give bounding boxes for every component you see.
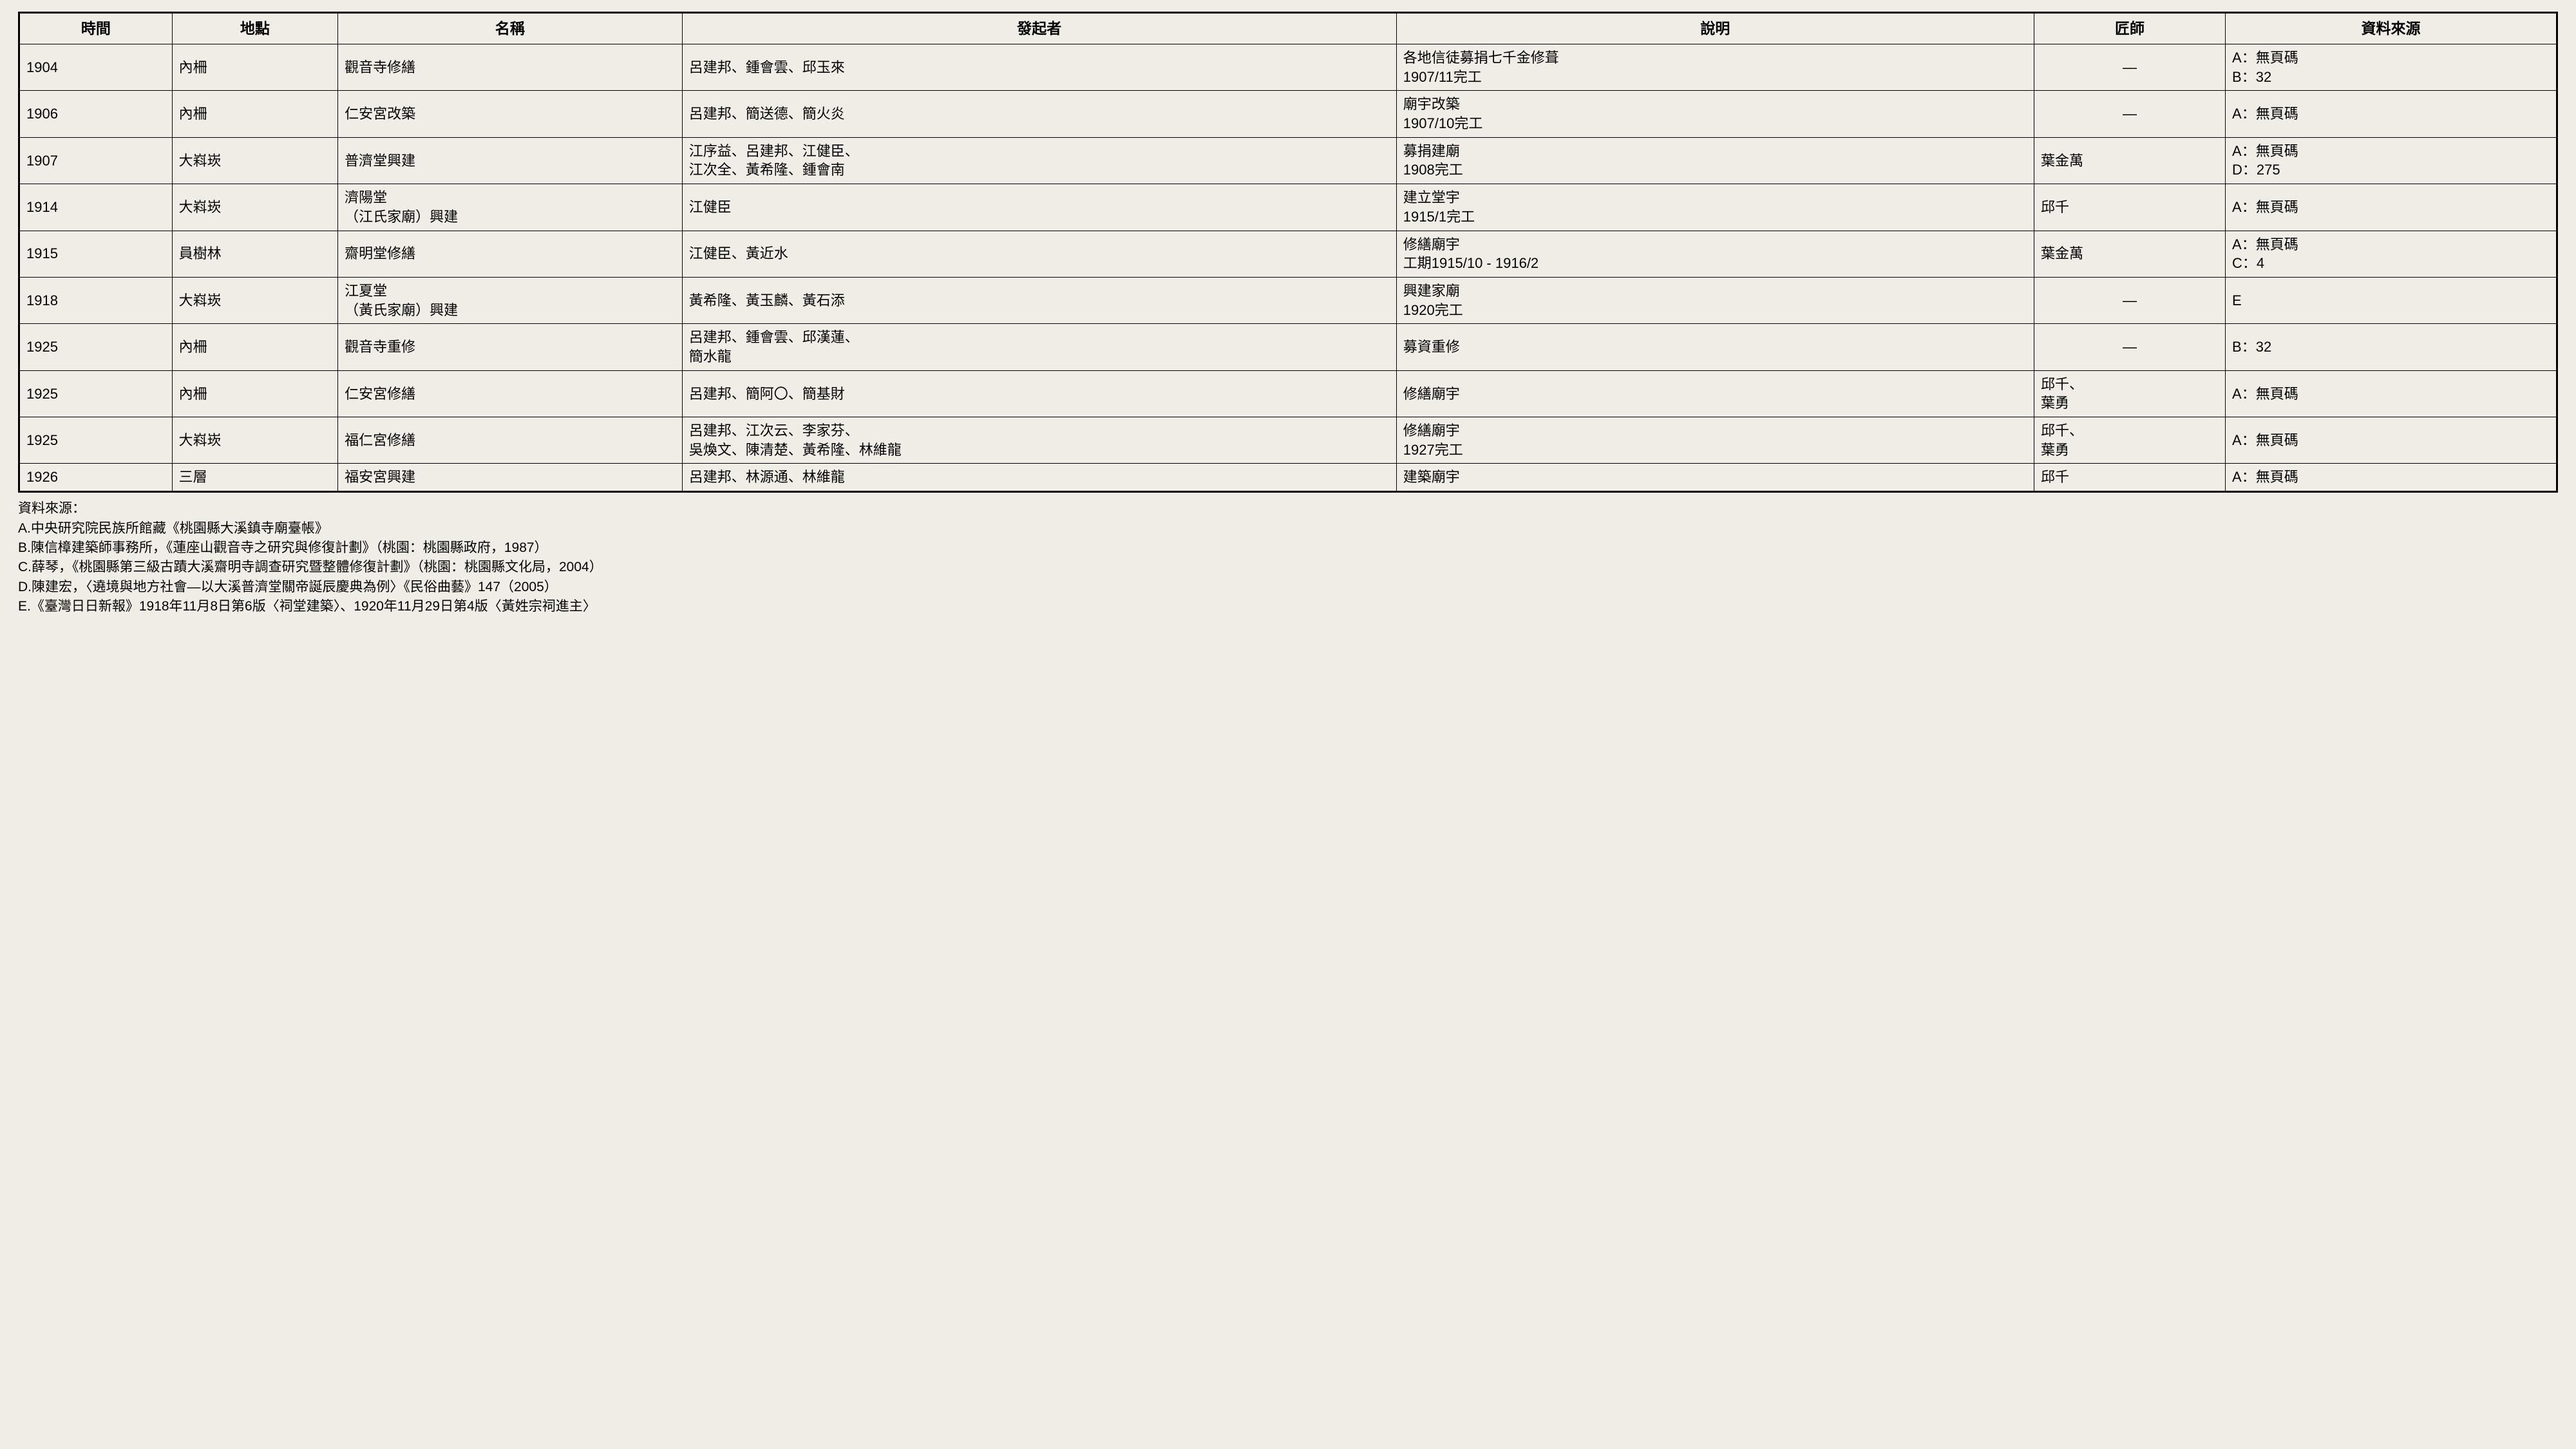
cell-name: 仁安宮改築 (338, 91, 683, 137)
cell-initiator: 呂建邦、鍾會雲、邱玉來 (682, 44, 1396, 91)
cell-master: 邱千 (2034, 184, 2226, 231)
footer-title: 資料來源： (18, 499, 2558, 518)
table-row: 1914大嵙崁濟陽堂 （江氏家廟）興建江健臣建立堂宇 1915/1完工邱千A：無… (19, 184, 2557, 231)
cell-name: 江夏堂 （黃氏家廟）興建 (338, 277, 683, 323)
cell-source: B：32 (2226, 324, 2557, 370)
footer-line: A.中央研究院民族所館藏《桃園縣大溪鎮寺廟臺帳》 (18, 519, 2558, 538)
table-row: 1925內柵觀音寺重修呂建邦、鍾會雲、邱漢蓮、 簡水龍募資重修—B：32 (19, 324, 2557, 370)
cell-time: 1925 (19, 417, 173, 464)
cell-time: 1915 (19, 231, 173, 277)
cell-place: 大嵙崁 (172, 417, 337, 464)
cell-time: 1906 (19, 91, 173, 137)
cell-time: 1926 (19, 464, 173, 492)
cell-place: 內柵 (172, 91, 337, 137)
cell-time: 1914 (19, 184, 173, 231)
cell-master: — (2034, 324, 2226, 370)
cell-desc: 各地信徒募捐七千金修葺 1907/11完工 (1396, 44, 2034, 91)
cell-desc: 廟宇改築 1907/10完工 (1396, 91, 2034, 137)
cell-source: A：無頁碼 D：275 (2226, 137, 2557, 184)
cell-place: 內柵 (172, 370, 337, 417)
cell-name: 濟陽堂 （江氏家廟）興建 (338, 184, 683, 231)
cell-time: 1907 (19, 137, 173, 184)
cell-master: 葉金萬 (2034, 231, 2226, 277)
cell-initiator: 江健臣、黃近水 (682, 231, 1396, 277)
cell-initiator: 黃希隆、黃玉麟、黃石添 (682, 277, 1396, 323)
cell-time: 1925 (19, 370, 173, 417)
table-row: 1925大嵙崁福仁宮修繕呂建邦、江次云、李家芬、 吳煥文、陳清楚、黃希隆、林維龍… (19, 417, 2557, 464)
cell-desc: 修繕廟宇 1927完工 (1396, 417, 2034, 464)
cell-name: 普濟堂興建 (338, 137, 683, 184)
cell-initiator: 呂建邦、鍾會雲、邱漢蓮、 簡水龍 (682, 324, 1396, 370)
cell-source: A：無頁碼 B：32 (2226, 44, 2557, 91)
cell-desc: 募資重修 (1396, 324, 2034, 370)
cell-name: 仁安宮修繕 (338, 370, 683, 417)
source-footer: 資料來源： A.中央研究院民族所館藏《桃園縣大溪鎮寺廟臺帳》B.陳信樟建築師事務… (18, 499, 2558, 617)
table-header: 時間地點名稱發起者說明匠師資料來源 (19, 13, 2557, 44)
cell-master: 邱千 (2034, 464, 2226, 492)
cell-source: E (2226, 277, 2557, 323)
col-header: 名稱 (338, 13, 683, 44)
cell-place: 大嵙崁 (172, 137, 337, 184)
cell-source: A：無頁碼 (2226, 464, 2557, 492)
cell-name: 觀音寺重修 (338, 324, 683, 370)
cell-place: 三層 (172, 464, 337, 492)
cell-master: 葉金萬 (2034, 137, 2226, 184)
cell-place: 內柵 (172, 324, 337, 370)
cell-place: 員樹林 (172, 231, 337, 277)
col-header: 說明 (1396, 13, 2034, 44)
cell-time: 1925 (19, 324, 173, 370)
temple-construction-table: 時間地點名稱發起者說明匠師資料來源 1904內柵觀音寺修繕呂建邦、鍾會雲、邱玉來… (18, 12, 2558, 493)
table-row: 1918大嵙崁江夏堂 （黃氏家廟）興建黃希隆、黃玉麟、黃石添興建家廟 1920完… (19, 277, 2557, 323)
cell-desc: 興建家廟 1920完工 (1396, 277, 2034, 323)
col-header: 資料來源 (2226, 13, 2557, 44)
col-header: 發起者 (682, 13, 1396, 44)
cell-initiator: 呂建邦、簡送德、簡火炎 (682, 91, 1396, 137)
table-body: 1904內柵觀音寺修繕呂建邦、鍾會雲、邱玉來各地信徒募捐七千金修葺 1907/1… (19, 44, 2557, 492)
table-row: 1925內柵仁安宮修繕呂建邦、簡阿〇、簡基財修繕廟宇邱千、 葉勇A：無頁碼 (19, 370, 2557, 417)
cell-master: — (2034, 91, 2226, 137)
footer-line: B.陳信樟建築師事務所，《蓮座山觀音寺之研究與修復計劃》（桃園：桃園縣政府，19… (18, 538, 2558, 558)
table-row: 1904內柵觀音寺修繕呂建邦、鍾會雲、邱玉來各地信徒募捐七千金修葺 1907/1… (19, 44, 2557, 91)
cell-master: — (2034, 44, 2226, 91)
cell-initiator: 呂建邦、江次云、李家芬、 吳煥文、陳清楚、黃希隆、林維龍 (682, 417, 1396, 464)
cell-initiator: 呂建邦、簡阿〇、簡基財 (682, 370, 1396, 417)
table-row: 1915員樹林齋明堂修繕江健臣、黃近水修繕廟宇 工期1915/10 - 1916… (19, 231, 2557, 277)
cell-desc: 建立堂宇 1915/1完工 (1396, 184, 2034, 231)
cell-initiator: 江序益、呂建邦、江健臣、 江次全、黃希隆、鍾會南 (682, 137, 1396, 184)
cell-initiator: 呂建邦、林源通、林維龍 (682, 464, 1396, 492)
cell-source: A：無頁碼 (2226, 184, 2557, 231)
cell-master: — (2034, 277, 2226, 323)
cell-place: 大嵙崁 (172, 184, 337, 231)
cell-source: A：無頁碼 (2226, 91, 2557, 137)
cell-desc: 募捐建廟 1908完工 (1396, 137, 2034, 184)
cell-time: 1918 (19, 277, 173, 323)
table-row: 1906內柵仁安宮改築呂建邦、簡送德、簡火炎廟宇改築 1907/10完工—A：無… (19, 91, 2557, 137)
cell-name: 齋明堂修繕 (338, 231, 683, 277)
cell-master: 邱千、 葉勇 (2034, 370, 2226, 417)
cell-desc: 修繕廟宇 工期1915/10 - 1916/2 (1396, 231, 2034, 277)
cell-desc: 建築廟宇 (1396, 464, 2034, 492)
cell-source: A：無頁碼 (2226, 370, 2557, 417)
col-header: 時間 (19, 13, 173, 44)
cell-name: 福安宮興建 (338, 464, 683, 492)
table-row: 1907大嵙崁普濟堂興建江序益、呂建邦、江健臣、 江次全、黃希隆、鍾會南募捐建廟… (19, 137, 2557, 184)
cell-initiator: 江健臣 (682, 184, 1396, 231)
cell-place: 大嵙崁 (172, 277, 337, 323)
cell-source: A：無頁碼 C：4 (2226, 231, 2557, 277)
footer-line: E.《臺灣日日新報》1918年11月8日第6版〈祠堂建築〉、1920年11月29… (18, 597, 2558, 616)
cell-name: 福仁宮修繕 (338, 417, 683, 464)
col-header: 匠師 (2034, 13, 2226, 44)
cell-source: A：無頁碼 (2226, 417, 2557, 464)
cell-name: 觀音寺修繕 (338, 44, 683, 91)
table-row: 1926三層福安宮興建呂建邦、林源通、林維龍建築廟宇邱千A：無頁碼 (19, 464, 2557, 492)
col-header: 地點 (172, 13, 337, 44)
cell-master: 邱千、 葉勇 (2034, 417, 2226, 464)
cell-time: 1904 (19, 44, 173, 91)
footer-line: D.陳建宏，〈遶境與地方社會—以大溪普濟堂關帝誕辰慶典為例〉《民俗曲藝》147（… (18, 578, 2558, 597)
footer-line: C.薛琴，《桃園縣第三級古蹟大溪齋明寺調查研究暨整體修復計劃》（桃園：桃園縣文化… (18, 558, 2558, 577)
cell-desc: 修繕廟宇 (1396, 370, 2034, 417)
cell-place: 內柵 (172, 44, 337, 91)
